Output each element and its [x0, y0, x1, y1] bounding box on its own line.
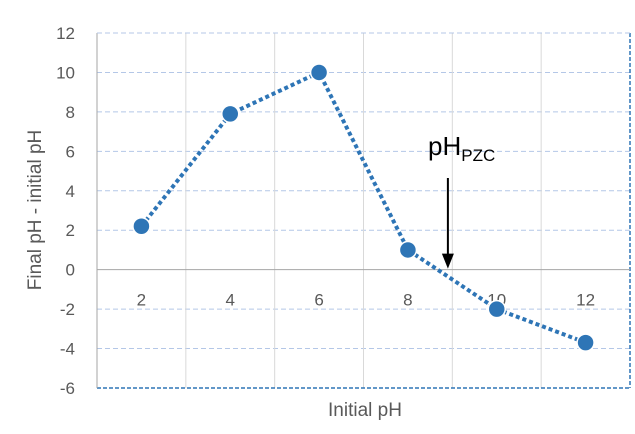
axes — [96, 32, 631, 389]
x-axis-title: Initial pH — [328, 400, 402, 421]
y-tick-labels: -6 -4 -2 0 2 4 6 8 10 12 — [56, 24, 75, 398]
y-tick-label: 2 — [66, 221, 75, 240]
x-tick-label: 2 — [137, 291, 146, 310]
x-tick-label: 8 — [403, 291, 412, 310]
gridlines — [97, 32, 630, 388]
y-tick-label: -4 — [60, 340, 75, 359]
pzc-label-subscript: PZC — [461, 146, 495, 165]
data-point — [398, 240, 418, 260]
y-tick-label: -2 — [60, 300, 75, 319]
y-tick-label: -6 — [60, 379, 75, 398]
y-tick-label: 8 — [66, 103, 75, 122]
y-tick-label: 6 — [66, 142, 75, 161]
data-point — [309, 63, 329, 82]
pzc-annotation: pHPZC — [428, 131, 495, 269]
y-axis-title: Final pH - initial pH — [25, 130, 46, 291]
y-tick-label: 4 — [66, 182, 75, 201]
x-tick-label: 6 — [314, 291, 323, 310]
data-points — [132, 63, 595, 352]
y-tick-label: 0 — [66, 261, 75, 280]
pzc-arrow-head — [441, 253, 454, 269]
data-point — [221, 104, 240, 124]
x-tick-label: 4 — [226, 291, 235, 310]
pzc-label: pHPZC — [428, 131, 495, 165]
y-tick-label: 10 — [56, 63, 75, 82]
series-line — [139, 69, 587, 345]
data-point — [132, 217, 151, 236]
data-point — [487, 299, 506, 319]
y-tick-label: 12 — [56, 24, 75, 43]
x-tick-label: 12 — [576, 291, 595, 310]
data-point — [576, 333, 595, 352]
pzc-label-main: pH — [428, 131, 461, 161]
